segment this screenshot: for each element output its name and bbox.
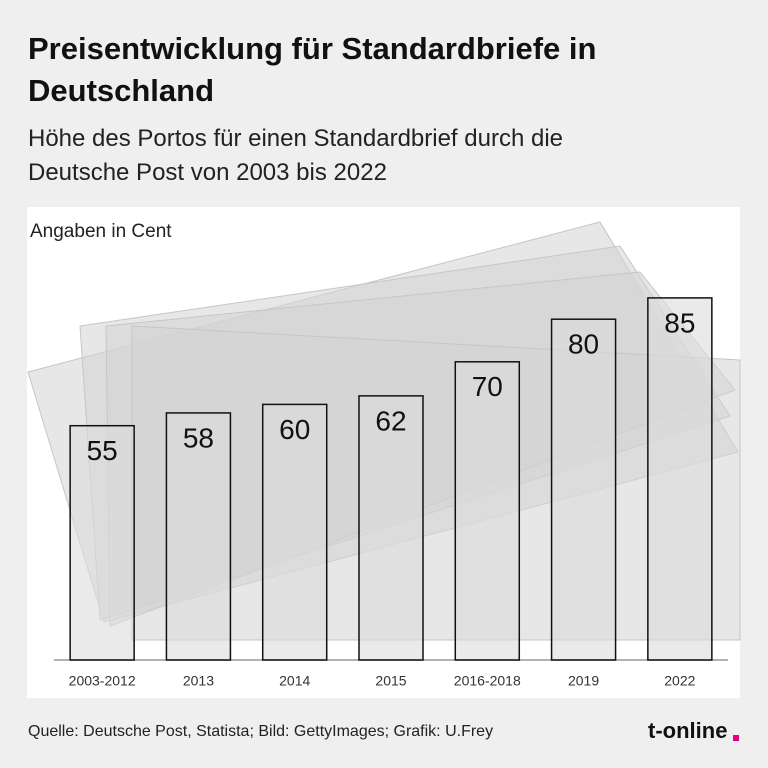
unit-label: Angaben in Cent: [30, 221, 172, 242]
bar: [165, 412, 232, 661]
value-label: 62: [375, 405, 406, 436]
bar: [69, 424, 135, 661]
logo-dot: [733, 735, 739, 741]
value-label: 70: [472, 371, 503, 402]
x-tick-label: 2019: [568, 673, 599, 689]
value-label: 55: [87, 435, 118, 466]
bar: [261, 403, 328, 661]
value-label: 85: [664, 307, 695, 338]
x-tick-label: 2022: [664, 673, 695, 689]
value-label: 80: [568, 329, 599, 360]
chart-title: Preisentwicklung für Standardbriefe in D…: [28, 31, 597, 108]
value-label: 58: [183, 422, 214, 453]
x-tick-label: 2016-2018: [454, 673, 521, 689]
chart-subtitle: Höhe des Portos für einen Standardbrief …: [28, 125, 563, 186]
bar: [550, 318, 617, 661]
logo: t-online: [648, 718, 728, 743]
x-tick-label: 2013: [183, 673, 214, 689]
value-label: 60: [279, 414, 310, 445]
bar: [454, 361, 521, 661]
x-tick-label: 2014: [279, 673, 310, 689]
bar: [647, 297, 713, 661]
x-tick-label: 2015: [375, 673, 406, 689]
source: Quelle: Deutsche Post, Statista; Bild: G…: [28, 723, 494, 740]
bar: [358, 395, 424, 661]
x-tick-label: 2003-2012: [69, 673, 136, 689]
